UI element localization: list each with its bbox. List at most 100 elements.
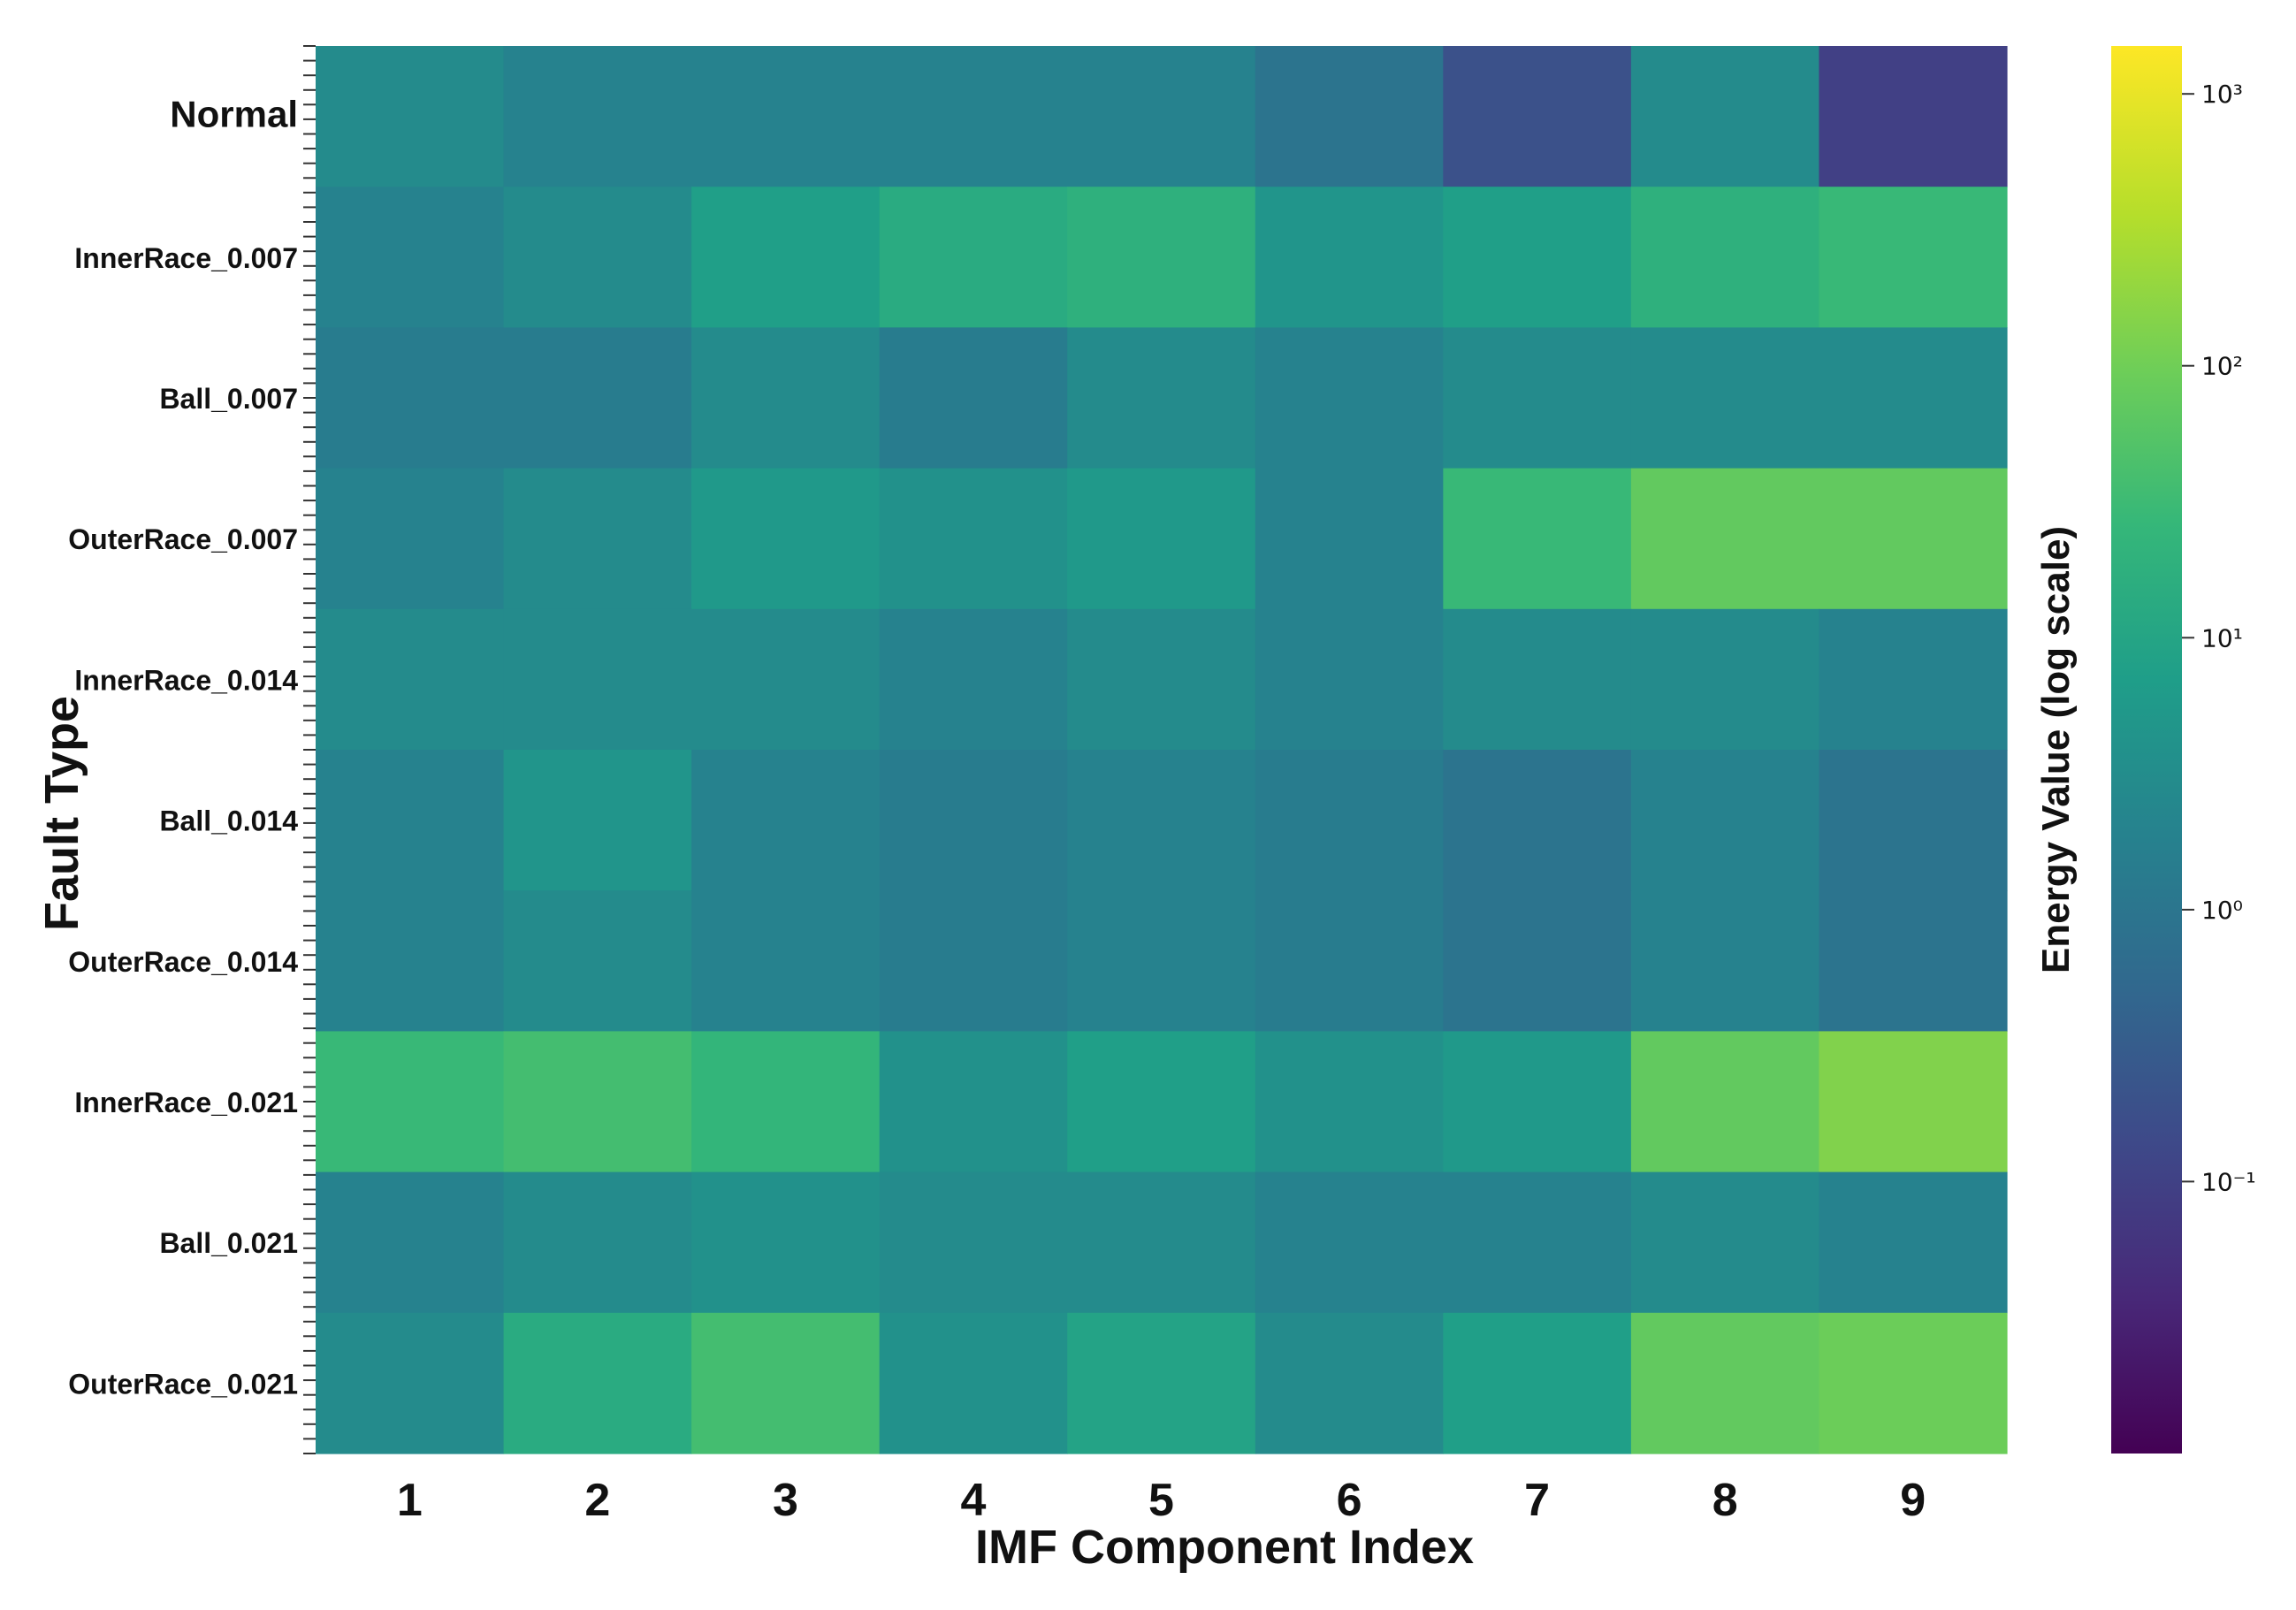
heatmap-cell [1255, 750, 1444, 891]
x-tick-label: 2 [584, 1475, 610, 1526]
heatmap-cell [1067, 608, 1256, 751]
heatmap-cell [691, 1031, 881, 1173]
y-tick-label: OuterRace_0.014 [68, 946, 298, 978]
heatmap-cell [1630, 1171, 1820, 1314]
heatmap-cell [1819, 1171, 2008, 1314]
heatmap-cell [503, 1312, 692, 1454]
heatmap-cell [1255, 1031, 1444, 1173]
x-tick-label: 7 [1524, 1475, 1550, 1526]
heatmap-cell [691, 187, 881, 328]
heatmap-cell [879, 1171, 1068, 1314]
heatmap-cell [691, 890, 881, 1032]
x-tick-label: 1 [397, 1475, 423, 1526]
x-axis-tick-labels: 1 2 3 4 5 6 7 8 9 [397, 1475, 1926, 1526]
heatmap-cell [691, 468, 881, 610]
heatmap-cell [503, 187, 692, 328]
heatmap-cell [316, 187, 505, 328]
heatmap-cell [1067, 1171, 1256, 1314]
y-tick-label: InnerRace_0.014 [74, 664, 298, 696]
heatmap-cell [1819, 187, 2008, 328]
y-axis-ticks [303, 45, 316, 1454]
heatmap-cell [1443, 46, 1632, 187]
heatmap-cell [1819, 468, 2008, 610]
heatmap-cell [1819, 750, 2008, 891]
colorbar-tick-label: 10³ [2201, 80, 2243, 109]
heatmap-cell [1443, 1171, 1632, 1314]
heatmap-cell [316, 46, 505, 187]
colorbar-tick-label: 10² [2201, 352, 2243, 381]
heatmap-cell [1255, 608, 1444, 751]
heatmap-cell [316, 608, 505, 751]
x-tick-label: 5 [1148, 1475, 1174, 1526]
heatmap-cell [1067, 750, 1256, 891]
heatmap-cell [1067, 1312, 1256, 1454]
heatmap-cell [1067, 468, 1256, 610]
y-axis-tick-labels: Normal InnerRace_0.007 Ball_0.007 OuterRace… [68, 94, 298, 1400]
heatmap-cell [1630, 750, 1820, 891]
heatmap-cell [1443, 608, 1632, 751]
heatmap-cell [503, 327, 692, 469]
heatmap-cell [691, 46, 881, 187]
x-tick-label: 9 [1900, 1475, 1926, 1526]
heatmap-cell [879, 46, 1068, 187]
y-tick-label: InnerRace_0.021 [74, 1087, 298, 1118]
heatmap-cell [316, 1171, 505, 1314]
heatmap-cell [1819, 608, 2008, 751]
heatmap-cell [1067, 890, 1256, 1032]
heatmap-cell [1443, 1312, 1632, 1454]
heatmap-cell [503, 468, 692, 610]
heatmap-cell [503, 1171, 692, 1314]
heatmap-cell [1067, 327, 1256, 469]
colorbar [2111, 46, 2182, 1454]
colorbar-tick-label: 10¹ [2201, 623, 2243, 652]
heatmap-cell [879, 187, 1068, 328]
heatmap-cell [879, 608, 1068, 751]
heatmap-cell [1819, 327, 2008, 469]
heatmap-cell [1630, 468, 1820, 610]
heatmap-cell [1443, 1031, 1632, 1173]
heatmap-cell [316, 750, 505, 891]
heatmap-cell [503, 46, 692, 187]
heatmap-cell [316, 468, 505, 610]
x-tick-label: 8 [1712, 1475, 1738, 1526]
heatmap-cell [316, 1031, 505, 1173]
heatmap-cell [1443, 327, 1632, 469]
heatmap-cell [1630, 187, 1820, 328]
x-tick-label: 3 [773, 1475, 798, 1526]
colorbar-label: Energy Value (log scale) [2034, 526, 2078, 973]
heatmap-cell [1255, 46, 1444, 187]
heatmap-cell [1067, 46, 1256, 187]
heatmap-cell [1443, 187, 1632, 328]
y-tick-label: InnerRace_0.007 [74, 242, 298, 274]
heatmap-cell [316, 327, 505, 469]
heatmap-cell [503, 750, 692, 891]
heatmap-cell [879, 327, 1068, 469]
heatmap-cell [1255, 1312, 1444, 1454]
heatmap-cell [691, 1312, 881, 1454]
heatmap-cell [1443, 468, 1632, 610]
heatmap-cell [1819, 890, 2008, 1032]
heatmap-cell [1819, 46, 2008, 187]
heatmap-cell [1630, 1312, 1820, 1454]
colorbar-tick-label: 10⁻¹ [2201, 1167, 2256, 1196]
x-axis-label: IMF Component Index [975, 1521, 1474, 1574]
y-tick-label: OuterRace_0.021 [68, 1368, 298, 1400]
y-tick-label: Ball_0.021 [159, 1227, 298, 1259]
y-tick-label: Ball_0.014 [159, 805, 298, 837]
heatmap-cell [1819, 1312, 2008, 1454]
heatmap-cell [316, 1312, 505, 1454]
heatmap-cell [1630, 46, 1820, 187]
heatmap-cell [879, 468, 1068, 610]
colorbar-ticks: 10⁻¹ 10⁰ 10¹ 10² 10³ [2182, 80, 2256, 1196]
colorbar-tick-label: 10⁰ [2201, 896, 2243, 925]
y-axis-label: Fault Type [35, 696, 88, 931]
heatmap-cell [1630, 327, 1820, 469]
heatmap-cell [1255, 890, 1444, 1032]
heatmap-cell [691, 327, 881, 469]
heatmap-cell [503, 890, 692, 1032]
heatmap-cell [1255, 1171, 1444, 1314]
heatmap-cell [879, 1031, 1068, 1173]
heatmap-cell [1255, 468, 1444, 610]
y-tick-label: Ball_0.007 [159, 383, 298, 415]
